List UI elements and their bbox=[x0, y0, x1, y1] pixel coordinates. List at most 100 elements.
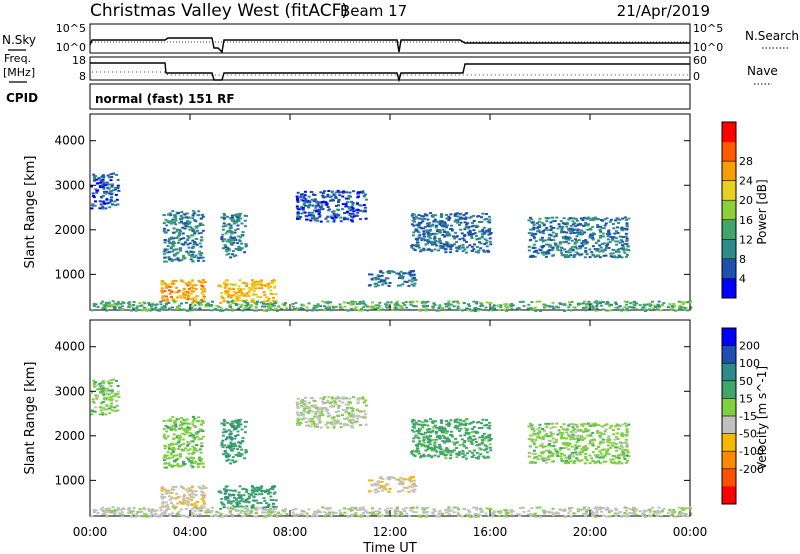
heatmap-cell bbox=[617, 427, 620, 430]
heatmap-cell bbox=[593, 507, 597, 510]
heatmap-cell bbox=[468, 435, 472, 438]
heatmap-cell bbox=[403, 280, 407, 283]
heatmap-cell bbox=[300, 509, 304, 512]
heatmap-cell bbox=[457, 454, 461, 456]
heatmap-cell bbox=[592, 460, 596, 463]
heatmap-cell bbox=[267, 303, 271, 306]
heatmap-cell bbox=[581, 243, 585, 246]
heatmap-cell bbox=[595, 307, 599, 310]
heatmap-cell bbox=[405, 281, 409, 283]
heatmap-cell bbox=[163, 462, 167, 465]
heatmap-cell bbox=[588, 248, 592, 251]
heatmap-cell bbox=[468, 232, 471, 235]
heatmap-cell bbox=[188, 448, 192, 451]
heatmap-cell bbox=[565, 437, 569, 440]
heatmap-cell bbox=[440, 420, 444, 423]
heatmap-cell bbox=[475, 508, 479, 511]
heatmap-cell bbox=[613, 306, 617, 309]
heatmap-cell bbox=[429, 418, 432, 421]
heatmap-cell bbox=[411, 219, 415, 222]
heatmap-cell bbox=[448, 440, 452, 443]
heatmap-cell bbox=[254, 493, 258, 496]
heatmap-cell bbox=[163, 260, 167, 263]
heatmap-cell bbox=[101, 411, 105, 414]
heatmap-cell bbox=[621, 240, 625, 243]
heatmap-cell bbox=[260, 279, 264, 282]
heatmap-cell bbox=[297, 423, 301, 426]
heatmap-cell bbox=[316, 204, 320, 207]
heatmap-cell bbox=[475, 245, 479, 248]
heatmap-cell bbox=[237, 235, 241, 238]
heatmap-cell bbox=[113, 200, 117, 203]
heatmap-cell bbox=[625, 242, 629, 245]
heatmap-cell bbox=[223, 238, 227, 241]
heatmap-cell bbox=[312, 406, 316, 409]
heatmap-cell bbox=[229, 296, 233, 299]
heatmap-cell bbox=[594, 242, 598, 244]
heatmap-cell bbox=[215, 304, 219, 307]
heatmap-cell bbox=[545, 304, 549, 307]
heatmap-cell bbox=[479, 242, 483, 245]
heatmap-cell bbox=[194, 494, 198, 496]
heatmap-cell bbox=[93, 510, 96, 513]
heatmap-cell bbox=[474, 226, 478, 228]
heatmap-cell bbox=[190, 255, 194, 258]
heatmap-cell bbox=[132, 301, 136, 303]
heatmap-cell bbox=[555, 305, 559, 308]
heatmap-cell bbox=[170, 491, 174, 494]
heatmap-cell bbox=[168, 514, 172, 517]
power-panel-frame bbox=[89, 113, 691, 311]
heatmap-cell bbox=[244, 243, 248, 246]
heatmap-cell bbox=[615, 424, 619, 427]
heatmap-cell bbox=[221, 446, 225, 449]
heatmap-cell bbox=[591, 423, 595, 426]
heatmap-cell bbox=[198, 448, 202, 451]
heatmap-cell bbox=[459, 419, 463, 422]
heatmap-cell bbox=[423, 217, 427, 220]
heatmap-cell bbox=[187, 220, 191, 223]
heatmap-cell bbox=[190, 503, 193, 506]
heatmap-cell bbox=[437, 221, 441, 224]
heatmap-cell bbox=[238, 494, 242, 497]
heatmap-cell bbox=[307, 417, 311, 420]
heatmap-cell bbox=[531, 427, 535, 430]
heatmap-cell bbox=[625, 300, 629, 303]
heatmap-cell bbox=[197, 232, 201, 235]
heatmap-cell bbox=[618, 461, 622, 464]
heatmap-cell bbox=[357, 195, 360, 198]
heatmap-cell bbox=[98, 186, 102, 189]
heatmap-cell bbox=[415, 243, 419, 246]
heatmap-cell bbox=[595, 508, 599, 511]
heatmap-cell bbox=[170, 242, 174, 245]
heatmap-cell bbox=[184, 241, 187, 244]
heatmap-cell bbox=[532, 434, 536, 437]
heatmap-cell bbox=[449, 251, 453, 254]
heatmap-cell bbox=[569, 232, 573, 235]
heatmap-cell bbox=[153, 514, 156, 517]
heatmap-cell bbox=[198, 506, 201, 509]
heatmap-cell bbox=[565, 225, 569, 228]
heatmap-cell bbox=[625, 443, 629, 446]
nsky-label: N.Sky bbox=[2, 33, 36, 47]
heatmap-cell bbox=[260, 493, 264, 496]
heatmap-cell bbox=[222, 213, 226, 215]
heatmap-cell bbox=[657, 304, 661, 307]
heatmap-cell bbox=[628, 306, 632, 308]
heatmap-cell bbox=[164, 424, 168, 427]
heatmap-cell bbox=[182, 495, 186, 498]
heatmap-cell bbox=[432, 426, 436, 429]
heatmap-cell bbox=[427, 447, 431, 449]
heatmap-cell bbox=[184, 282, 188, 285]
heatmap-cell bbox=[593, 248, 597, 250]
heatmap-cell bbox=[341, 208, 344, 211]
heatmap-cell bbox=[583, 506, 587, 509]
heatmap-cell bbox=[264, 300, 268, 303]
heatmap-cell bbox=[565, 253, 569, 256]
heatmap-cell bbox=[167, 464, 171, 467]
heatmap-cell bbox=[237, 451, 241, 454]
heatmap-cell bbox=[122, 508, 126, 510]
heatmap-cell bbox=[351, 414, 355, 417]
heatmap-cell bbox=[439, 231, 443, 234]
heatmap-cell bbox=[194, 300, 198, 303]
heatmap-cell bbox=[163, 305, 167, 307]
